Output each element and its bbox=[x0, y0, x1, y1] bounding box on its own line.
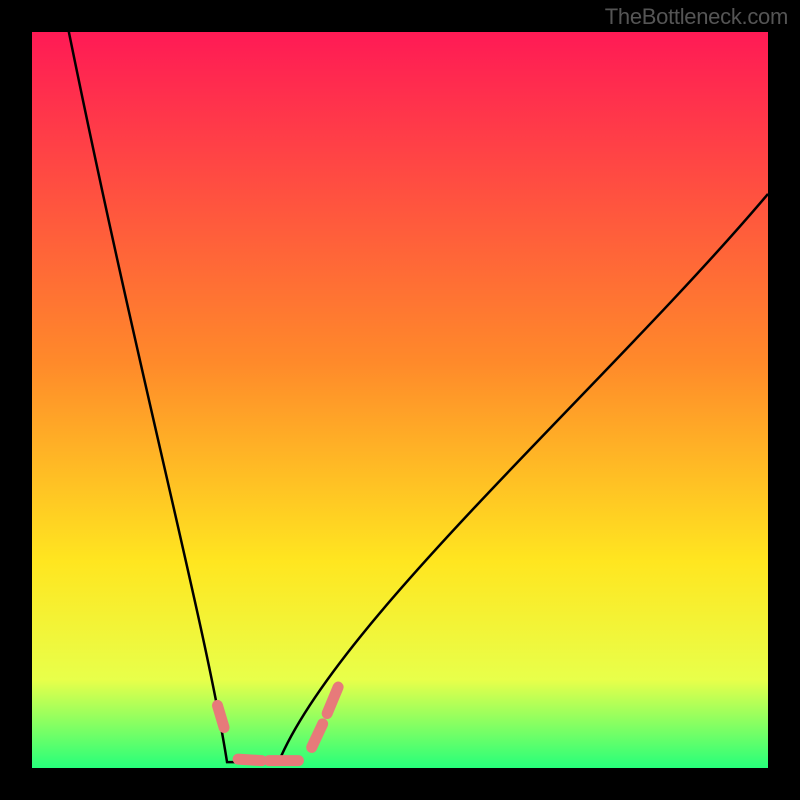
bottleneck-chart-svg bbox=[32, 32, 768, 768]
plot-gradient-area bbox=[32, 32, 768, 768]
watermark-text: TheBottleneck.com bbox=[605, 4, 788, 30]
highlight-dash-4 bbox=[327, 687, 338, 713]
highlight-dash-3 bbox=[312, 724, 323, 748]
highlight-dash-1 bbox=[238, 759, 262, 760]
highlight-dash-group bbox=[217, 687, 338, 761]
bottleneck-v-curve bbox=[61, 0, 768, 762]
highlight-dash-0 bbox=[217, 705, 224, 727]
